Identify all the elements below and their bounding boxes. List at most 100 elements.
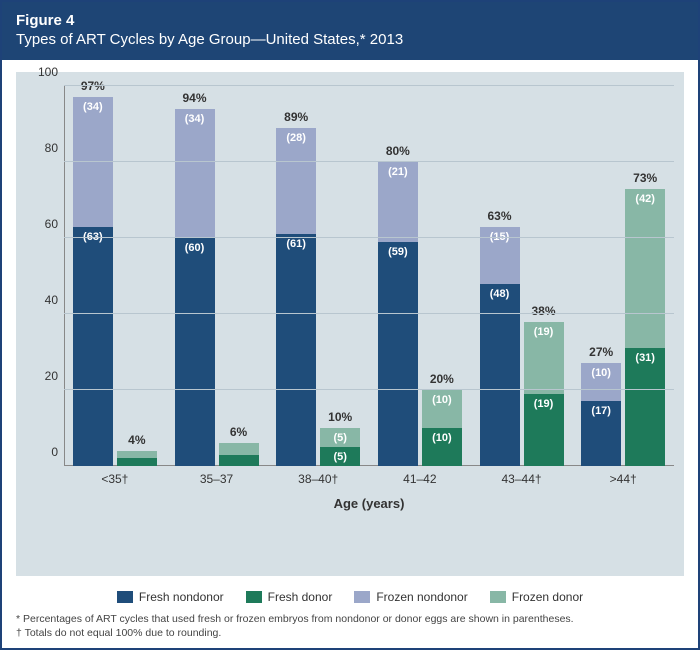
gridline — [64, 161, 674, 162]
stack-total-label: 10% — [328, 410, 352, 424]
segment-value-label: (31) — [635, 352, 655, 364]
figure-container: Figure 4 Types of ART Cycles by Age Grou… — [0, 0, 700, 650]
stack-total-label: 38% — [532, 304, 556, 318]
segment-value-label: (17) — [591, 405, 611, 417]
bar-segment-fresh_nondonor: (17) — [581, 401, 621, 466]
segment-value-label: (5) — [333, 432, 346, 444]
legend-label: Fresh donor — [268, 590, 333, 604]
bar-stack: 4% — [117, 451, 157, 466]
legend-item-fresh_donor: Fresh donor — [246, 590, 333, 604]
legend-label: Frozen donor — [512, 590, 583, 604]
gridline — [64, 85, 674, 86]
bar-segment-fresh_nondonor: (61) — [276, 234, 316, 466]
y-tick-label: 40 — [30, 293, 58, 307]
segment-value-label: (34) — [83, 101, 103, 113]
bar-segment-frozen_nondonor: (34) — [175, 109, 215, 238]
bar-stack: (31)(42)73% — [625, 189, 665, 466]
bar-segment-frozen_nondonor: (28) — [276, 128, 316, 234]
bar-group: (61) (28) 89% (5) (5) 10% — [267, 86, 369, 466]
bar-segment-fresh_nondonor: (48) — [480, 284, 520, 466]
bar-group: (48) (15) 63% (19) (19) 38% — [471, 86, 573, 466]
plot-area: (63)(34)97%4%(60)(34)94%6%(61)(28)89%(5)… — [64, 86, 674, 466]
bar-segment-fresh_nondonor: (60) — [175, 238, 215, 466]
gridline — [64, 237, 674, 238]
stack-total-label: 80% — [386, 144, 410, 158]
legend: Fresh nondonor Fresh donor Frozen nondonor… — [16, 590, 684, 604]
chart-zone: Percent (63)(34)97%4%(60)(34)94%6%(61)(2… — [16, 72, 684, 576]
segment-value-label: (10) — [432, 432, 452, 444]
footnote-2: † Totals do not equal 100% due to roundi… — [16, 626, 684, 640]
segment-value-label: (34) — [185, 113, 205, 125]
stack-total-label: 6% — [230, 425, 247, 439]
stack-total-label: 94% — [182, 91, 206, 105]
bar-segment-fresh_donor: (10) — [422, 428, 462, 466]
legend-swatch — [354, 591, 370, 603]
legend-swatch — [117, 591, 133, 603]
figure-title: Types of ART Cycles by Age Group—United … — [16, 31, 684, 48]
legend-label: Frozen nondonor — [376, 590, 467, 604]
bar-segment-frozen_nondonor: (34) — [73, 97, 113, 226]
bar-group: (63)(34)97%4% — [64, 86, 166, 466]
bar-groups: (63)(34)97%4%(60)(34)94%6%(61)(28)89%(5)… — [64, 86, 674, 466]
bar-segment-frozen_donor — [117, 451, 157, 459]
bar-group: (60) (34) 94% 6% — [166, 86, 268, 466]
bar-segment-frozen_nondonor: (21) — [378, 162, 418, 242]
bar-segment-frozen_donor: (10) — [422, 390, 462, 428]
bar-segment-fresh_donor — [117, 458, 157, 466]
y-tick-label: 100 — [30, 65, 58, 79]
bar-segment-frozen_donor: (19) — [524, 322, 564, 394]
segment-value-label: (61) — [286, 238, 306, 250]
stack-total-label: 63% — [488, 209, 512, 223]
bar-segment-frozen_donor: (5) — [320, 428, 360, 447]
bar-segment-frozen_donor — [219, 443, 259, 454]
legend-swatch — [246, 591, 262, 603]
x-axis-label: Age (years) — [64, 496, 674, 511]
x-tick-label: <35† — [64, 472, 166, 486]
x-tick-label: 38–40† — [267, 472, 369, 486]
segment-value-label: (19) — [534, 326, 554, 338]
segment-value-label: (10) — [432, 394, 452, 406]
x-tick-label: 43–44† — [471, 472, 573, 486]
x-labels-row: <35†35–3738–40†41–4243–44†>44† — [64, 472, 674, 486]
legend-swatch — [490, 591, 506, 603]
bar-segment-fresh_nondonor: (59) — [378, 242, 418, 466]
x-tick-label: 41–42 — [369, 472, 471, 486]
bar-segment-fresh_nondonor: (63) — [73, 227, 113, 466]
bar-stack: (63)(34)97% — [73, 97, 113, 466]
footnotes: * Percentages of ART cycles that used fr… — [16, 612, 684, 640]
gridline — [64, 313, 674, 314]
bar-segment-fresh_donor — [219, 455, 259, 466]
bar-segment-fresh_donor: (19) — [524, 394, 564, 466]
bar-stack: (19)(19)38% — [524, 322, 564, 466]
bar-stack: (61)(28)89% — [276, 128, 316, 466]
bar-stack: (60)(34)94% — [175, 109, 215, 466]
segment-value-label: (42) — [635, 193, 655, 205]
segment-value-label: (28) — [286, 132, 306, 144]
bar-segment-frozen_nondonor: (15) — [480, 227, 520, 284]
bar-stack: (17)(10)27% — [581, 363, 621, 466]
stack-total-label: 89% — [284, 110, 308, 124]
bar-segment-frozen_nondonor: (10) — [581, 363, 621, 401]
legend-item-frozen_nondonor: Frozen nondonor — [354, 590, 467, 604]
bar-stack: 6% — [219, 443, 259, 466]
bar-group: (59)(21) 80% (10) (10) 20% — [369, 86, 471, 466]
bar-segment-fresh_donor: (31) — [625, 348, 665, 466]
stack-total-label: 4% — [128, 433, 145, 447]
bar-segment-frozen_donor: (42) — [625, 189, 665, 349]
legend-item-fresh_nondonor: Fresh nondonor — [117, 590, 224, 604]
segment-value-label: (5) — [333, 451, 346, 463]
segment-value-label: (10) — [591, 367, 611, 379]
x-tick-label: >44† — [572, 472, 674, 486]
x-tick-label: 35–37 — [166, 472, 268, 486]
y-tick-label: 20 — [30, 369, 58, 383]
bar-stack: (48)(15)63% — [480, 227, 520, 466]
y-tick-label: 80 — [30, 141, 58, 155]
stack-total-label: 20% — [430, 372, 454, 386]
legend-item-frozen_donor: Frozen donor — [490, 590, 583, 604]
figure-header: Figure 4 Types of ART Cycles by Age Grou… — [2, 2, 698, 60]
footnote-1: * Percentages of ART cycles that used fr… — [16, 612, 684, 626]
bar-stack: (5)(5)10% — [320, 428, 360, 466]
segment-value-label: (48) — [490, 288, 510, 300]
figure-number: Figure 4 — [16, 12, 684, 29]
legend-label: Fresh nondonor — [139, 590, 224, 604]
